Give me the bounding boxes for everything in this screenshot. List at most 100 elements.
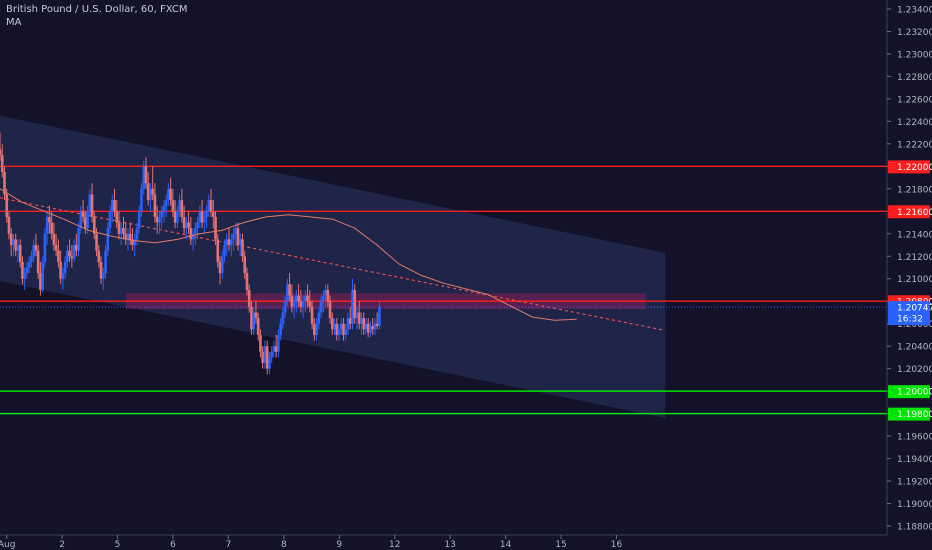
candle-body bbox=[176, 211, 179, 223]
candle-body bbox=[366, 323, 370, 333]
time-tick-label: 15 bbox=[555, 540, 566, 550]
last-price-tag-text: 1.20747 bbox=[897, 304, 932, 314]
price-tick-label: 1.23400 bbox=[897, 5, 932, 15]
candle-body bbox=[245, 273, 249, 290]
candle-body bbox=[346, 318, 350, 330]
moving-average-line bbox=[0, 188, 577, 321]
candle-body bbox=[344, 329, 348, 335]
candle-body bbox=[198, 211, 202, 223]
candle-body bbox=[288, 284, 291, 296]
candle-body bbox=[5, 194, 9, 217]
trendline-layer bbox=[0, 197, 666, 331]
candle-body bbox=[357, 312, 361, 324]
time-tick-label: 5 bbox=[115, 540, 121, 550]
candle-body bbox=[48, 216, 51, 223]
candle-body bbox=[304, 295, 307, 302]
candle-body bbox=[18, 245, 22, 262]
candle-body bbox=[227, 239, 231, 246]
candle-body bbox=[178, 200, 181, 212]
candle-body bbox=[59, 261, 62, 279]
price-tick-label: 1.18800 bbox=[897, 523, 932, 533]
candle-body bbox=[115, 211, 119, 223]
time-tick-label: 13 bbox=[444, 540, 455, 550]
candle-body bbox=[218, 261, 222, 274]
candle-body bbox=[88, 194, 92, 212]
candle-body bbox=[315, 323, 318, 335]
candle-body bbox=[360, 318, 363, 324]
candle-body bbox=[373, 323, 377, 330]
candle-body bbox=[126, 233, 130, 240]
level-price-tag-text: 1.19800 bbox=[897, 410, 932, 420]
symbol-title[interactable]: British Pound / U.S. Dollar, 60, FXCM bbox=[6, 4, 188, 15]
candle-body bbox=[295, 295, 298, 302]
candle-body bbox=[241, 239, 244, 257]
candle-body bbox=[142, 166, 145, 189]
candle-body bbox=[185, 222, 188, 229]
candle-body bbox=[355, 312, 359, 319]
candle-body bbox=[131, 239, 134, 246]
candle-body bbox=[146, 183, 150, 201]
candle-body bbox=[351, 289, 354, 324]
candle-body bbox=[171, 200, 175, 212]
candle-body bbox=[27, 261, 31, 268]
candle-body bbox=[90, 194, 94, 217]
candle-body bbox=[261, 351, 264, 364]
candle-body bbox=[104, 250, 107, 274]
candle-body bbox=[97, 250, 101, 262]
candle-body bbox=[169, 188, 172, 201]
levels-layer bbox=[0, 165, 887, 415]
candle-body bbox=[292, 301, 296, 307]
candle-body bbox=[43, 233, 47, 262]
candle-body bbox=[95, 233, 98, 251]
candle-body bbox=[378, 306, 381, 326]
candle-body bbox=[189, 228, 193, 240]
candle-body bbox=[66, 250, 69, 262]
price-tick-label: 1.19400 bbox=[897, 455, 932, 465]
candle-body bbox=[117, 222, 121, 234]
price-tick-label: 1.22400 bbox=[897, 118, 932, 128]
candle-body bbox=[12, 239, 15, 246]
candle-body bbox=[337, 329, 341, 335]
candle-body bbox=[263, 346, 267, 364]
price-tick-label: 1.21800 bbox=[897, 185, 932, 195]
time-tick-label: 14 bbox=[500, 540, 512, 550]
chart-legend: British Pound / U.S. Dollar, 60, FXCM MA bbox=[6, 3, 187, 29]
price-tick-label: 1.20600 bbox=[897, 320, 932, 330]
candle-body bbox=[3, 171, 6, 195]
candle-body bbox=[214, 216, 217, 240]
candle-body bbox=[0, 155, 4, 172]
candle-body bbox=[14, 239, 18, 251]
level-price-tag-bg bbox=[888, 385, 930, 399]
candle-body bbox=[207, 200, 211, 212]
candle-body bbox=[362, 318, 366, 330]
price-tick-label: 1.22200 bbox=[897, 140, 932, 150]
candle-body bbox=[106, 228, 110, 251]
candle-body bbox=[167, 188, 170, 201]
candle-body bbox=[21, 261, 24, 279]
candle-body bbox=[191, 233, 195, 240]
candle-body bbox=[254, 312, 258, 319]
candle-body bbox=[23, 273, 26, 279]
candle-body bbox=[375, 323, 379, 326]
candle-body bbox=[274, 346, 278, 352]
candle-body bbox=[39, 273, 42, 290]
candle-body bbox=[272, 346, 276, 352]
candle-body bbox=[101, 273, 105, 279]
candle-body bbox=[128, 233, 132, 240]
indicator-label[interactable]: MA bbox=[6, 17, 22, 28]
ma-layer bbox=[0, 188, 577, 321]
candle-body bbox=[99, 261, 103, 279]
candle-body bbox=[77, 228, 80, 251]
candle-body bbox=[86, 211, 89, 229]
last-price-tag-text: 16:32 bbox=[897, 315, 923, 325]
candle-body bbox=[113, 200, 116, 212]
level-price-tag-bg bbox=[888, 160, 930, 174]
candle-body bbox=[68, 250, 71, 257]
candle-body bbox=[41, 261, 44, 290]
candle-body bbox=[61, 273, 65, 279]
candle-body bbox=[328, 301, 332, 319]
time-axis[interactable]: Aug 2 5 6 7 8 9 12 13 14 15 16 bbox=[0, 534, 887, 550]
time-tick-label: 16 bbox=[611, 540, 623, 550]
candle-body bbox=[182, 216, 186, 229]
